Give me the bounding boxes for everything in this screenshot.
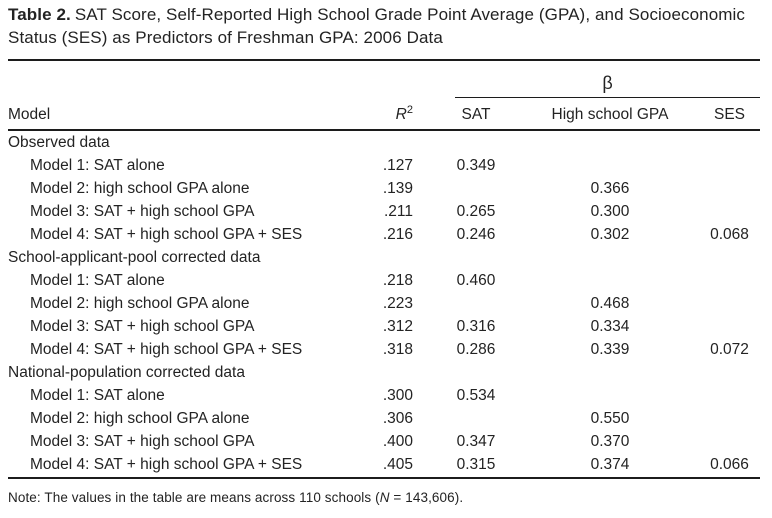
cell-r2: .139: [382, 180, 413, 197]
note-n-symbol: N: [379, 490, 390, 505]
note-text: Note: The values in the table are means …: [8, 490, 380, 505]
cell-model: Model 3: SAT + high school GPA: [30, 203, 255, 220]
cell-model: Model 3: SAT + high school GPA: [30, 433, 255, 450]
table-row: Model 4: SAT + high school GPA + SES .21…: [8, 223, 760, 246]
section-row: School-applicant-pool corrected data: [8, 246, 760, 269]
cell-model: Model 4: SAT + high school GPA + SES: [30, 456, 303, 473]
table-row: Model 2: high school GPA alone .306 0.55…: [8, 407, 760, 430]
table-row: Model 2: high school GPA alone .223 0.46…: [8, 292, 760, 315]
table-row: Model 4: SAT + high school GPA + SES .40…: [8, 453, 760, 476]
cell-model: Model 1: SAT alone: [30, 272, 165, 289]
header-high-school-gpa: High school GPA: [551, 106, 669, 123]
cell-r2: .318: [382, 341, 413, 358]
header-sat: SAT: [461, 106, 491, 123]
table-caption-number: Table 2.: [8, 5, 71, 24]
table-row: Model 4: SAT + high school GPA + SES .31…: [8, 338, 760, 361]
cell-hsgpa: 0.366: [590, 180, 630, 197]
cell-r2: .127: [382, 157, 413, 174]
table-row: Model 1: SAT alone .218 0.460: [8, 269, 760, 292]
table-row: Model 3: SAT + high school GPA .211 0.26…: [8, 200, 760, 223]
cell-model: Model 1: SAT alone: [30, 387, 165, 404]
cell-sat: 0.286: [456, 341, 496, 358]
table-row: Model 1: SAT alone .127 0.349: [8, 154, 760, 177]
cell-r2: .218: [382, 272, 413, 289]
cell-hsgpa: 0.300: [590, 203, 630, 220]
table-row: Model 3: SAT + high school GPA .400 0.34…: [8, 430, 760, 453]
table-top-rule: [8, 59, 760, 61]
note-text-suffix: = 143,606).: [389, 490, 464, 505]
cell-hsgpa: 0.374: [590, 456, 630, 473]
cell-hsgpa: 0.550: [590, 410, 630, 427]
cell-sat: 0.349: [456, 157, 496, 174]
cell-hsgpa: 0.370: [590, 433, 630, 450]
cell-model: Model 1: SAT alone: [30, 157, 165, 174]
section-row: Observed data: [8, 131, 760, 154]
section-label: School-applicant-pool corrected data: [8, 249, 261, 266]
cell-r2: .216: [382, 226, 413, 243]
cell-ses: 0.072: [710, 341, 749, 358]
cell-sat: 0.460: [456, 272, 496, 289]
cell-sat: 0.534: [456, 387, 496, 404]
cell-ses: 0.066: [710, 456, 749, 473]
cell-sat: 0.246: [456, 226, 496, 243]
cell-hsgpa: 0.302: [590, 226, 630, 243]
beta-spanner: β: [455, 61, 760, 98]
cell-sat: 0.315: [456, 456, 496, 473]
table-row: Model 1: SAT alone .300 0.534: [8, 384, 760, 407]
table-row: Model 2: high school GPA alone .139 0.36…: [8, 177, 760, 200]
cell-sat: 0.265: [456, 203, 496, 220]
cell-r2: .306: [382, 410, 413, 427]
table-caption-text: SAT Score, Self-Reported High School Gra…: [8, 5, 746, 47]
header-model: Model: [8, 106, 51, 123]
cell-sat: 0.347: [456, 433, 496, 450]
cell-hsgpa: 0.339: [590, 341, 630, 358]
cell-hsgpa: 0.334: [590, 318, 630, 335]
cell-ses: 0.068: [710, 226, 749, 243]
header-r-squared: R2: [395, 103, 413, 123]
cell-r2: .211: [383, 203, 413, 220]
section-row: National-population corrected data: [8, 361, 760, 384]
table-row: Model 3: SAT + high school GPA .312 0.31…: [8, 315, 760, 338]
cell-r2: .405: [382, 456, 413, 473]
table-note: Note: The values in the table are means …: [8, 490, 760, 505]
section-label: National-population corrected data: [8, 364, 245, 381]
cell-r2: .312: [382, 318, 413, 335]
cell-model: Model 3: SAT + high school GPA: [30, 318, 255, 335]
cell-model: Model 4: SAT + high school GPA + SES: [30, 226, 303, 243]
header-ses: SES: [713, 106, 745, 123]
section-label: Observed data: [8, 134, 110, 151]
cell-r2: .300: [382, 387, 413, 404]
table-caption: Table 2. SAT Score, Self-Reported High Sc…: [8, 3, 760, 49]
table-header-row: Model R2 SAT High school GPA SES: [8, 98, 760, 131]
cell-sat: 0.316: [456, 318, 496, 335]
table-body: Observed data Model 1: SAT alone .127 0.…: [8, 131, 760, 479]
cell-r2: .223: [382, 295, 413, 312]
beta-spanner-label: β: [602, 73, 613, 93]
cell-hsgpa: 0.468: [590, 295, 630, 312]
cell-r2: .400: [382, 433, 413, 450]
cell-model: Model 2: high school GPA alone: [30, 295, 250, 312]
cell-model: Model 2: high school GPA alone: [30, 410, 250, 427]
cell-model: Model 2: high school GPA alone: [30, 180, 250, 197]
cell-model: Model 4: SAT + high school GPA + SES: [30, 341, 303, 358]
